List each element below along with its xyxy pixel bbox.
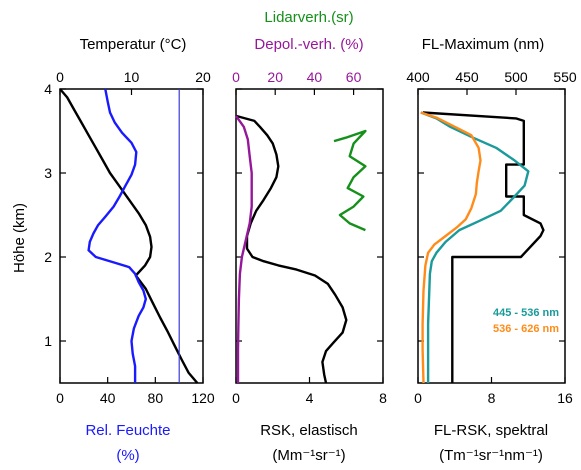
bottom-tick-label: 120 [191,390,215,406]
series-line-0-1 [87,88,147,383]
bottom-tick-label: 40 [100,390,116,406]
y-tick-label: 2 [44,249,52,265]
top-tick-label: 20 [195,69,211,85]
panel-middle: 0 20 40 60 0 4 8 [232,69,387,406]
y-axis-label: Höhe (km) [11,203,28,273]
panel-right-top-label: FL-Maximum (nm) [422,36,545,53]
bottom-tick-label: 0 [414,390,422,406]
top-tick-label: 0 [56,69,64,85]
series-line-445-536-nm [420,111,530,383]
top-tick-label: 20 [267,69,283,85]
legend-entry-445-536: 445 - 536 nm [493,307,559,319]
series-line-0-0 [59,88,199,384]
bottom-tick-label: 80 [148,390,164,406]
bottom-tick-label: 0 [56,390,64,406]
top-tick-label: 60 [346,69,362,85]
bottom-tick-label: 8 [379,390,387,406]
plot-frame [417,88,566,384]
top-tick-label: 0 [232,69,240,85]
bottom-tick-label: 4 [306,390,314,406]
top-tick-label: 400 [406,69,430,85]
panel-left-bottom-label-1: Rel. Feuchte [85,422,170,439]
series-line-lidarverh- [333,129,367,232]
series-line-depol-verh- [235,115,253,383]
y-tick-label: 3 [44,165,52,181]
y-tick-label: 4 [44,81,52,97]
top-tick-label: 40 [307,69,323,85]
panel-right: 400 450 500 550 0 8 16 [406,69,577,406]
panel-middle-bottom-label-2: (Mm⁻¹sr⁻¹) [272,447,345,464]
series-line-fl-maximum [422,111,545,383]
legend-entry-536-626: 536 - 626 nm [493,323,559,335]
series-line-536-626-nm [420,111,482,384]
bottom-tick-label: 0 [232,390,240,406]
bottom-tick-label: 16 [557,390,573,406]
series-line-rsk-elastisch [235,114,348,384]
y-tick-label: 1 [44,333,52,349]
top-tick-label: 500 [504,69,528,85]
panel-right-bottom-label-1: FL-RSK, spektral [434,422,548,439]
top-tick-label: 10 [124,69,140,85]
panel-left: 0 10 20 0 40 80 120 1 2 3 4 [44,69,215,406]
top-tick-label: 450 [455,69,479,85]
panel-left-bottom-label-2: (%) [116,447,139,464]
bottom-tick-label: 8 [488,390,496,406]
top-tick-label: 550 [553,69,577,85]
panel-middle-top-label: Depol.-verh. (%) [254,36,363,53]
panel-middle-bottom-label-1: RSK, elastisch [260,422,358,439]
panel-right-bottom-label-2: (Tm⁻¹sr⁻¹nm⁻¹) [439,447,543,464]
panel-middle-top-label-1: Lidarverh.(sr) [264,9,353,26]
panel-left-top-label: Temperatur (°C) [80,36,187,53]
